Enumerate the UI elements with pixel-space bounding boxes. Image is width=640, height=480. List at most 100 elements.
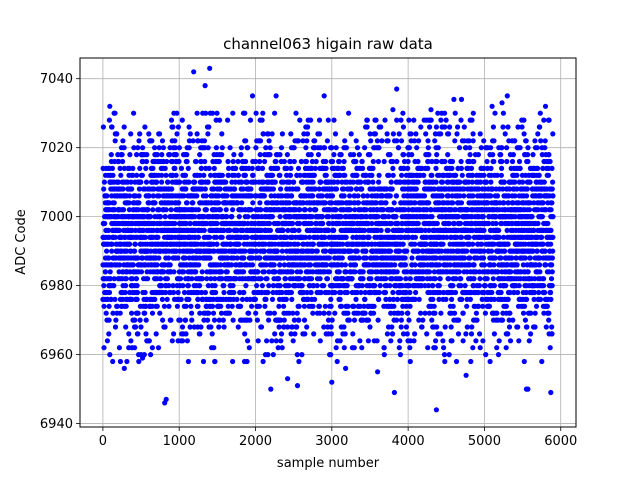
data-point bbox=[120, 138, 126, 144]
data-point bbox=[315, 152, 322, 158]
data-point bbox=[193, 269, 199, 275]
data-point bbox=[248, 207, 254, 213]
data-point bbox=[216, 193, 222, 199]
data-point bbox=[404, 248, 410, 254]
data-point bbox=[279, 131, 285, 137]
data-point bbox=[201, 172, 207, 178]
data-point bbox=[129, 186, 135, 192]
data-point bbox=[150, 193, 156, 199]
data-point bbox=[392, 262, 398, 268]
data-point bbox=[414, 145, 420, 151]
data-point bbox=[258, 276, 264, 282]
data-point bbox=[442, 124, 448, 130]
data-point bbox=[407, 289, 413, 296]
data-point bbox=[232, 186, 238, 192]
data-point bbox=[266, 317, 272, 323]
data-point bbox=[452, 138, 458, 144]
data-point bbox=[186, 179, 192, 185]
data-point bbox=[131, 110, 137, 116]
data-point bbox=[192, 214, 198, 220]
data-point bbox=[443, 117, 449, 123]
data-point bbox=[319, 193, 325, 199]
data-point bbox=[171, 269, 177, 275]
data-point bbox=[359, 158, 365, 165]
data-point bbox=[168, 207, 174, 213]
data-point bbox=[405, 165, 411, 171]
data-point bbox=[455, 124, 461, 130]
data-point bbox=[480, 338, 486, 344]
data-point bbox=[121, 124, 127, 130]
data-point bbox=[391, 303, 397, 309]
data-point bbox=[423, 131, 429, 137]
data-point bbox=[239, 179, 245, 185]
data-point bbox=[314, 248, 320, 254]
data-point bbox=[216, 324, 222, 330]
data-point bbox=[134, 172, 140, 178]
data-point bbox=[341, 193, 347, 199]
data-point bbox=[271, 262, 277, 268]
data-point bbox=[332, 131, 339, 137]
data-point bbox=[437, 276, 443, 282]
data-point bbox=[172, 220, 178, 227]
data-point bbox=[394, 138, 400, 144]
data-point bbox=[360, 276, 366, 282]
data-point bbox=[266, 138, 272, 144]
data-point bbox=[297, 276, 303, 282]
data-point bbox=[103, 310, 109, 316]
data-point bbox=[441, 345, 447, 351]
data-point bbox=[105, 227, 112, 233]
data-point bbox=[262, 303, 268, 309]
data-point bbox=[430, 283, 436, 289]
data-point bbox=[136, 193, 142, 199]
data-point bbox=[195, 207, 202, 213]
data-point bbox=[110, 358, 116, 365]
data-point bbox=[158, 283, 165, 289]
data-point bbox=[195, 138, 201, 144]
data-point bbox=[413, 186, 419, 192]
data-point bbox=[106, 289, 113, 296]
data-point bbox=[446, 131, 452, 137]
data-point bbox=[150, 165, 156, 171]
data-point bbox=[319, 214, 325, 220]
data-point bbox=[473, 310, 479, 316]
data-point bbox=[400, 110, 406, 116]
data-point bbox=[378, 124, 384, 130]
data-point bbox=[289, 269, 295, 275]
data-point bbox=[204, 276, 210, 282]
data-point bbox=[177, 317, 183, 323]
data-point bbox=[182, 255, 188, 261]
data-point bbox=[354, 248, 360, 254]
data-point bbox=[164, 296, 170, 302]
data-point bbox=[328, 352, 334, 358]
data-point bbox=[270, 186, 276, 192]
data-point bbox=[292, 331, 298, 337]
data-point bbox=[236, 241, 242, 247]
data-point bbox=[330, 158, 336, 165]
data-point bbox=[203, 110, 209, 116]
data-point bbox=[336, 158, 342, 165]
data-point bbox=[420, 317, 426, 323]
data-point bbox=[106, 255, 112, 261]
data-point bbox=[289, 296, 295, 302]
data-point bbox=[297, 117, 303, 123]
data-point bbox=[416, 296, 422, 302]
data-point bbox=[211, 165, 217, 171]
data-point bbox=[205, 283, 211, 289]
data-point bbox=[281, 317, 287, 323]
data-point bbox=[181, 193, 187, 199]
data-point bbox=[117, 165, 123, 171]
data-point bbox=[197, 310, 203, 316]
data-point bbox=[149, 303, 155, 309]
data-point bbox=[445, 152, 451, 158]
data-point bbox=[342, 331, 348, 337]
data-point bbox=[129, 296, 135, 302]
data-point bbox=[397, 248, 403, 254]
data-point bbox=[370, 165, 376, 171]
data-point bbox=[104, 248, 110, 254]
data-point bbox=[114, 131, 120, 137]
data-point bbox=[294, 352, 300, 358]
data-point bbox=[151, 186, 157, 192]
data-point bbox=[231, 289, 237, 296]
